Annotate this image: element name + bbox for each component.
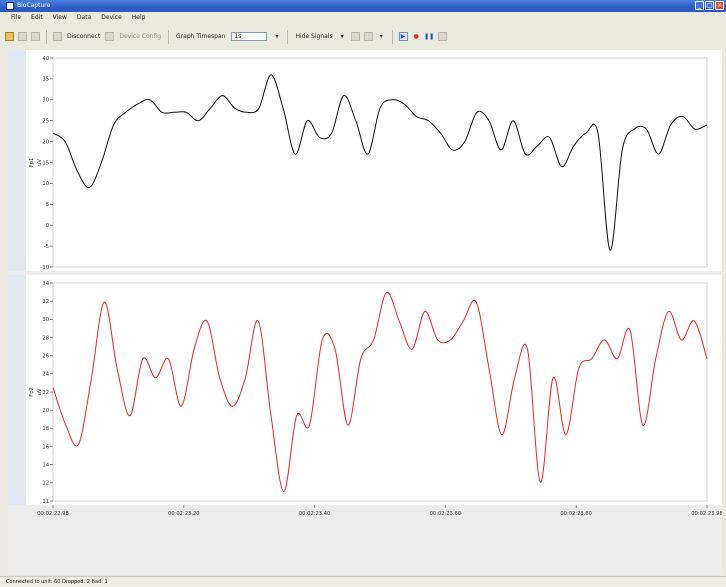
y-tick-label: 18 [42, 426, 49, 432]
y-tick-label: 22 [42, 390, 49, 396]
x-axis: 00:02:22.98 00:02:23.20 00:02:23.40 00:02:2… [37, 505, 722, 517]
y-tick-label: 16 [42, 444, 49, 450]
plot-side-strip [8, 275, 26, 505]
x-tick-label: 00:02:23.80 [560, 511, 592, 517]
x-tick-label: 00:02:23.20 [168, 511, 200, 517]
window-controls: _ □ × [695, 1, 724, 10]
plot-frame [52, 282, 708, 502]
app-icon [6, 2, 14, 10]
menu-file[interactable]: File [11, 14, 22, 21]
y-tick-label: 10 [42, 181, 49, 187]
close-button[interactable]: × [715, 1, 724, 10]
graph-timespan-select[interactable]: 1s [231, 32, 268, 41]
y-tick-label: 11 [42, 499, 49, 505]
y-tick-label: 5 [46, 202, 49, 208]
open-folder-icon[interactable] [5, 32, 14, 41]
x-tick-label: 00:02:22.98 [37, 511, 69, 517]
save-icon[interactable] [18, 32, 27, 41]
plot-panel-fp1: 40 35 30 25 20 15 10 5 0 -5 -10 uV Fp1 [8, 50, 722, 271]
plot-side-strip [8, 50, 26, 271]
series-line [52, 74, 708, 251]
play-icon[interactable]: ▶ [398, 32, 408, 41]
chart-icon[interactable] [350, 32, 360, 41]
toolbar: Disconnect Device Config Graph Timespan … [0, 24, 726, 49]
menu-view[interactable]: View [52, 14, 67, 21]
y-tick-label: -5 [44, 244, 49, 250]
menu-bar: File Edit View Data Device Help [0, 12, 726, 23]
menu-data[interactable]: Data [76, 14, 92, 21]
disconnect-icon [53, 32, 62, 41]
device-config-button[interactable]: Device Config [119, 33, 162, 40]
disconnect-button[interactable]: Disconnect [67, 33, 101, 40]
y-tick-label: 30 [42, 98, 49, 104]
y-tick-label: 34 [42, 281, 49, 287]
chevron-down-icon[interactable]: ▾ [275, 33, 279, 40]
maximize-button[interactable]: □ [705, 1, 714, 10]
menu-edit[interactable]: Edit [31, 14, 43, 21]
device-config-icon [105, 32, 115, 41]
record-icon[interactable]: ● [413, 33, 419, 40]
y-tick-label: 25 [42, 119, 49, 125]
graph-timespan-label: Graph Timespan [176, 33, 226, 40]
y-axis-label: uV [37, 388, 43, 395]
y-tick-label: -10 [41, 265, 49, 271]
title-bar: BioCapture _ □ × [0, 0, 726, 12]
channel-label: Fp1 [29, 158, 35, 168]
menu-help[interactable]: Help [131, 14, 146, 21]
y-tick-label: 28 [42, 335, 49, 341]
y-tick-label: 24 [42, 372, 49, 378]
y-tick-label: 26 [42, 353, 49, 359]
menu-device[interactable]: Device [101, 14, 122, 21]
status-bar: Connected to unit: 60 Dropped: 2 Bad: 1 [0, 576, 726, 587]
print-icon[interactable] [31, 32, 40, 41]
y-tick-label: 40 [42, 56, 49, 62]
graph-area: 40 35 30 25 20 15 10 5 0 -5 -10 uV Fp1 34 32 30 28 26 24 2… [8, 50, 722, 575]
y-tick-label: 12 [42, 481, 49, 487]
hide-signals-button[interactable]: Hide Signals [295, 33, 333, 40]
chevron-down-icon[interactable]: ▾ [379, 33, 383, 40]
y-tick-label: 32 [42, 299, 49, 305]
y-axis-label: uV [37, 159, 43, 166]
y-tick-label: 20 [42, 408, 49, 414]
series-line [52, 291, 708, 493]
plot-panel-fp2: 34 32 30 28 26 24 22 20 18 16 14 12 11 uV Fp2 [8, 275, 722, 505]
x-tick-label: 00:02:23.98 [691, 511, 722, 517]
y-tick-label: 0 [46, 223, 49, 229]
y-tick-label: 35 [42, 77, 49, 83]
toolbar-separator [391, 29, 393, 44]
y-tick-label: 20 [42, 139, 49, 145]
pause-icon[interactable]: ❚❚ [424, 33, 435, 40]
minimize-button[interactable]: _ [695, 1, 704, 10]
chevron-down-icon[interactable]: ▾ [340, 33, 344, 40]
toolbar-separator [46, 29, 47, 44]
y-tick-label: 15 [42, 160, 49, 166]
window-title: BioCapture [17, 2, 51, 9]
toolbar-separator [168, 29, 170, 44]
x-tick-label: 00:02:23.40 [299, 511, 331, 517]
y-tick-label: 30 [42, 317, 49, 323]
y-tick-label: 14 [42, 462, 49, 468]
layout-icon[interactable] [363, 32, 373, 41]
stop-icon[interactable] [437, 32, 447, 41]
plot-frame [52, 57, 708, 268]
toolbar-separator [287, 29, 289, 44]
channel-label: Fp2 [29, 387, 35, 397]
x-tick-label: 00:02:23.60 [430, 511, 462, 517]
